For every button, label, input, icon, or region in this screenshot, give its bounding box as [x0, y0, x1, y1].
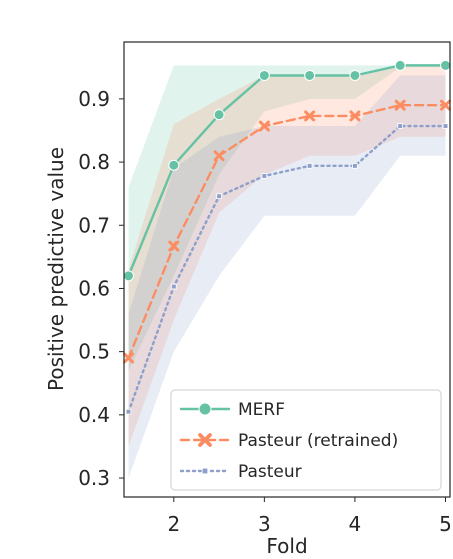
x-tick-label: 3 [258, 512, 271, 536]
y-axis-label: Positive predictive value [44, 147, 68, 391]
y-tick-label: 0.5 [78, 340, 110, 364]
pasteur-retrained-point [213, 150, 225, 162]
legend-marker-pasteur-retrained [198, 433, 212, 447]
pasteur-point [171, 283, 177, 290]
plot-frame [123, 41, 451, 498]
pasteur-retrained-line [127, 103, 447, 360]
y-tick-label: 0.6 [78, 276, 110, 300]
legend-label-pasteur-retrained: Pasteur (retrained) [238, 431, 398, 451]
pasteur-point [442, 123, 449, 129]
legend-label-merf: MERF [238, 400, 285, 420]
x-axis-label: Fold [266, 534, 307, 558]
legend-label-pasteur: Pasteur [238, 462, 302, 482]
y-tick-label: 0.7 [78, 213, 110, 237]
legend-marker-pasteur [201, 467, 209, 475]
pasteur-retrained-point [349, 110, 361, 122]
x-tick-label: 5 [439, 512, 452, 536]
pasteur-retrained-point [439, 99, 451, 111]
pasteur-retrained-point [304, 110, 316, 122]
pasteur-point [125, 408, 132, 415]
y-tick-label: 0.3 [78, 466, 110, 490]
legend-marker-merf [198, 402, 212, 416]
series-markers [123, 59, 451, 415]
merf-point [439, 59, 451, 71]
pasteur-retrained-point [394, 99, 406, 111]
merf-point [258, 69, 270, 81]
pasteur-retrained-point [168, 240, 180, 252]
series-lines [127, 64, 447, 413]
y-tick-label: 0.9 [78, 87, 110, 111]
pasteur-point [216, 193, 222, 199]
pasteur-point [352, 163, 358, 169]
pasteur-retrained-point [258, 120, 270, 132]
y-tick-label: 0.8 [78, 150, 110, 174]
pasteur-line [127, 124, 447, 413]
y-tick-label: 0.4 [78, 403, 110, 427]
x-axis-ticks: 2 3 4 5 [167, 497, 452, 536]
merf-point [168, 159, 180, 171]
pasteur-point [306, 163, 313, 169]
legend: MERF Pasteur (retrained) Pasteur [170, 389, 442, 491]
pasteur-point [261, 173, 268, 179]
merf-point [304, 69, 316, 81]
merf-point [123, 270, 135, 282]
y-axis-ticks: 0.3 0.4 0.5 0.6 0.7 0.8 0.9 [78, 87, 124, 490]
merf-point [394, 59, 406, 71]
pasteur-point [397, 123, 403, 129]
merf-band [128, 65, 446, 371]
pasteur-retrained-band [128, 65, 446, 447]
merf-point [213, 109, 225, 121]
x-tick-label: 4 [349, 512, 362, 536]
legend-box [170, 389, 442, 491]
merf-line [127, 64, 447, 278]
x-tick-label: 2 [167, 512, 180, 536]
pasteur-retrained-point [123, 352, 135, 364]
merf-point [349, 69, 361, 81]
